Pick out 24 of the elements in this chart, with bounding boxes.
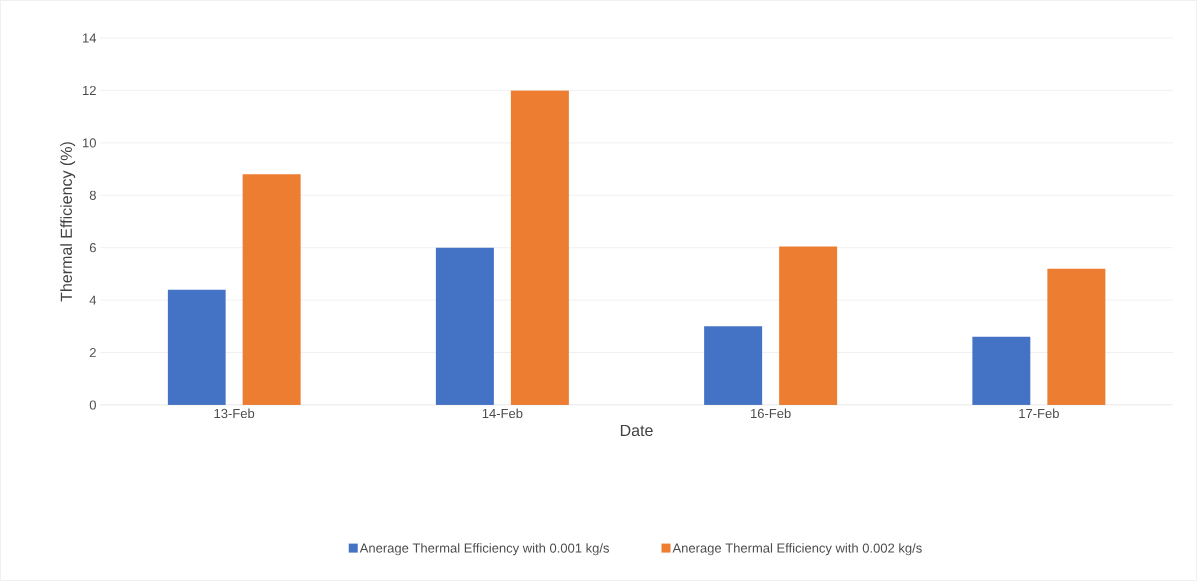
bar	[510, 90, 569, 405]
bar	[704, 326, 763, 405]
bar	[779, 246, 838, 405]
x-tick-label: 16-Feb	[751, 408, 791, 419]
legend-label: Anerage Thermal Efficiency with 0.001 kg/s	[359, 543, 610, 556]
x-tick-label: 17-Feb	[1019, 408, 1059, 419]
y-tick-label: 8	[89, 190, 96, 200]
y-tick-label: 2	[89, 348, 96, 358]
x-tick-label: 13-Feb	[214, 408, 255, 419]
y-tick-label: 10	[83, 138, 96, 148]
bar	[242, 174, 301, 405]
legend-label: Anerage Thermal Efficiency with 0.002 kg/s	[672, 543, 922, 556]
y-tick-label: 6	[89, 243, 96, 253]
x-axis-title: Date	[620, 424, 653, 437]
bar	[435, 247, 494, 405]
x-tick-label: 14-Feb	[482, 408, 523, 419]
y-axis-title: Thermal Efficiency (%)	[60, 142, 76, 302]
bar	[972, 336, 1031, 405]
y-tick-label: 14	[83, 33, 97, 43]
y-tick-label: 0	[89, 400, 96, 410]
bar	[1047, 268, 1106, 405]
bar	[167, 289, 226, 405]
y-tick-label: 4	[89, 295, 97, 305]
y-tick-label: 12	[83, 85, 96, 95]
